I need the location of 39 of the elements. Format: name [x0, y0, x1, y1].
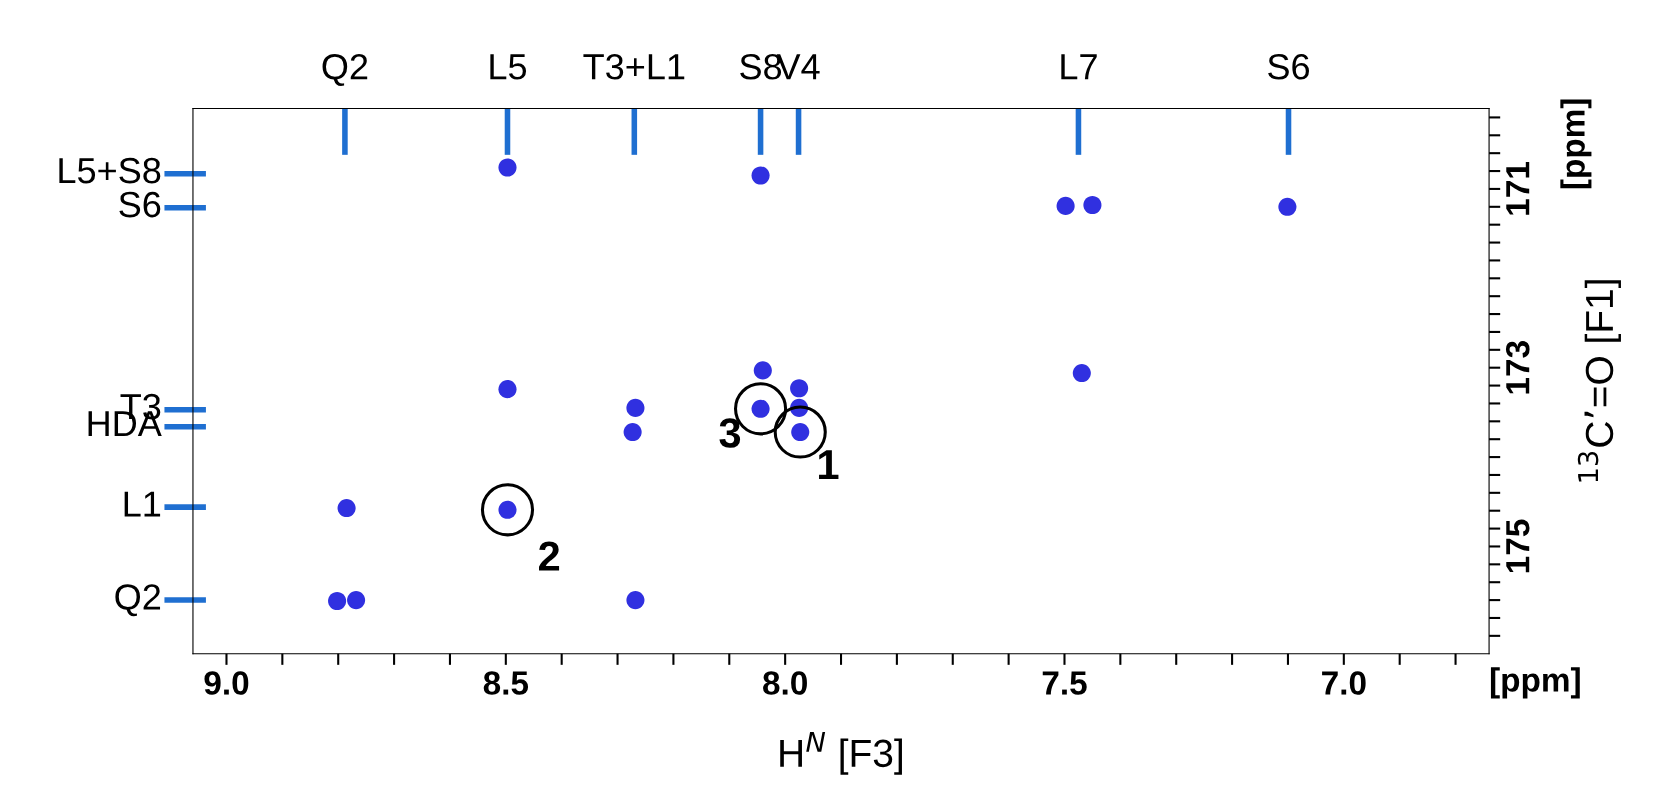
text: [ppm] — [1490, 667, 1580, 699]
y-tick-label: 171 — [1506, 162, 1530, 215]
text: [ppm] — [1560, 99, 1592, 189]
point — [1083, 195, 1102, 215]
point — [498, 158, 517, 177]
point — [626, 591, 645, 610]
point — [1056, 196, 1075, 215]
point — [328, 591, 347, 611]
ref-line-label: T3+L1 — [583, 53, 685, 80]
ref-line-label: Q2 — [322, 53, 368, 86]
point — [1072, 364, 1091, 383]
y-tick-label: 175 — [1506, 519, 1530, 573]
annotation: 1 — [819, 450, 839, 479]
ref-line-label: L7 — [1061, 54, 1097, 80]
point — [751, 166, 770, 185]
point — [790, 379, 809, 398]
x-tick-label: 9.0 — [204, 671, 249, 695]
annotation: 3 — [719, 418, 741, 448]
ref-line-label: L1 — [124, 491, 161, 517]
point — [1278, 197, 1297, 216]
x-tick-label: 7.5 — [1042, 671, 1087, 695]
ref-line-label: S6 — [119, 191, 161, 218]
x-tick-label: 8.5 — [483, 671, 529, 695]
point — [626, 398, 645, 417]
x-tick-label: 8.0 — [763, 671, 807, 695]
point — [753, 361, 772, 380]
y-tick-label: 173 — [1505, 341, 1530, 394]
point — [498, 380, 517, 399]
ref-line-label: L5+S8 — [59, 157, 161, 184]
x-tick-label: 7.0 — [1322, 671, 1366, 695]
x-axis-title: H$^{N}$ [F3] — [780, 732, 902, 775]
ref-line-label: S6 — [1268, 53, 1310, 80]
point — [623, 423, 642, 442]
ref-line-label: Q2 — [115, 584, 161, 617]
ref-line-label: L5 — [490, 54, 527, 80]
annotation: 2 — [539, 541, 560, 571]
point — [337, 498, 356, 518]
point — [347, 591, 366, 610]
y-axis-title: $^{13}$C’=O [F1] — [1577, 280, 1621, 482]
